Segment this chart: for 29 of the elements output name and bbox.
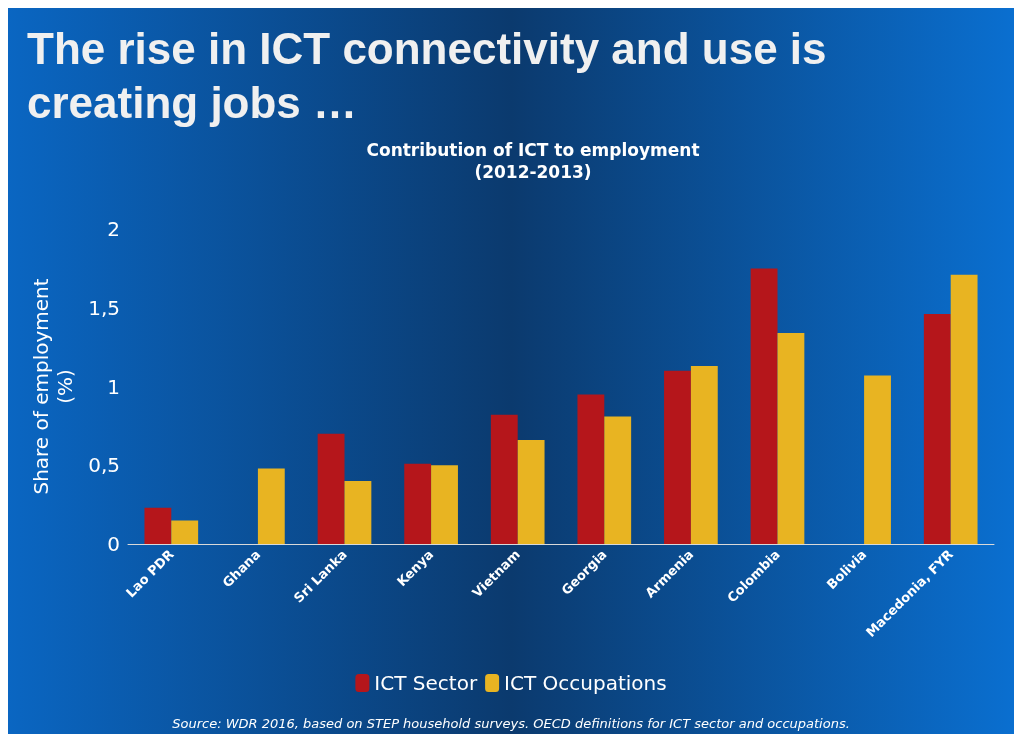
- y-tick-label: 0: [107, 532, 120, 556]
- bar: [923, 314, 951, 544]
- bar: [864, 375, 891, 544]
- bar: [750, 268, 778, 544]
- bar: [344, 481, 372, 544]
- bar: [604, 416, 632, 544]
- legend-label: ICT Occupations: [504, 671, 667, 695]
- y-tick-label: 0,5: [88, 453, 120, 478]
- bar: [317, 433, 345, 544]
- chart-title: The rise in ICT connectivity and use is creating jobs …: [27, 23, 839, 127]
- y-axis-title: Share of employment (%): [29, 278, 78, 495]
- bar: [690, 366, 718, 544]
- bar: [950, 274, 978, 544]
- y-tick-label: 2: [107, 217, 120, 241]
- bar: [517, 440, 545, 544]
- legend-label: ICT Sector: [374, 671, 478, 695]
- y-tick-label: 1: [107, 374, 120, 399]
- bar: [404, 463, 432, 544]
- bar: [777, 332, 805, 544]
- bar: [431, 465, 458, 544]
- bar: [490, 414, 518, 544]
- y-tick-label: 1,5: [88, 295, 120, 320]
- bar: [144, 507, 172, 544]
- bar: [664, 370, 691, 544]
- source-note: Source: WDR 2016, based on STEP household surveys. OECD definitions for ICT sector and occupations.: [172, 716, 850, 731]
- bar: [257, 468, 285, 544]
- chart-subtitle: Contribution of ICT to employment (2012-2013): [366, 140, 700, 182]
- bar: [171, 520, 199, 544]
- bar: [577, 394, 605, 544]
